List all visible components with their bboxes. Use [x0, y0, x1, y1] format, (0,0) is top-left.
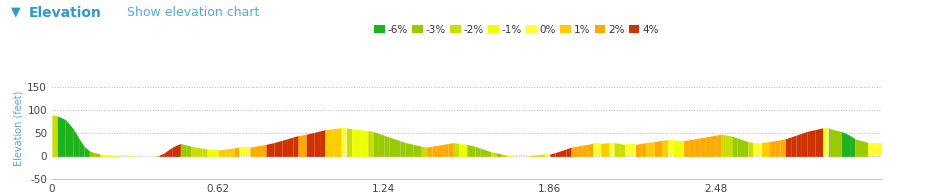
Text: Support: Support — [908, 106, 918, 151]
Legend: -6%, -3%, -2%, -1%, 0%, 1%, 2%, 4%: -6%, -3%, -2%, -1%, 0%, 1%, 2%, 4% — [371, 20, 663, 39]
Y-axis label: Elevation (feet): Elevation (feet) — [13, 91, 23, 166]
Text: Elevation: Elevation — [28, 6, 101, 20]
Text: ▼: ▼ — [11, 6, 21, 19]
Text: Show elevation chart: Show elevation chart — [127, 6, 259, 19]
